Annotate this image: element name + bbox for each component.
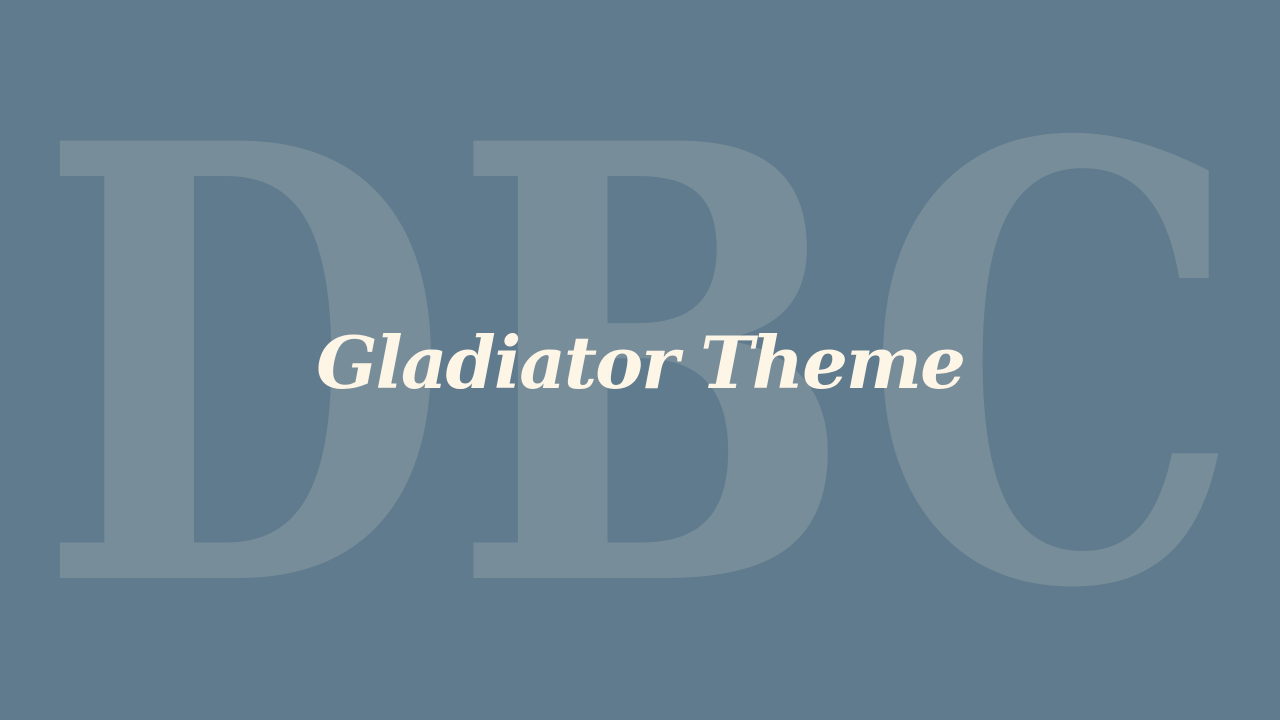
slide-title: Gladiator Theme xyxy=(316,320,966,405)
watermark-letters: DBC xyxy=(38,15,1243,720)
